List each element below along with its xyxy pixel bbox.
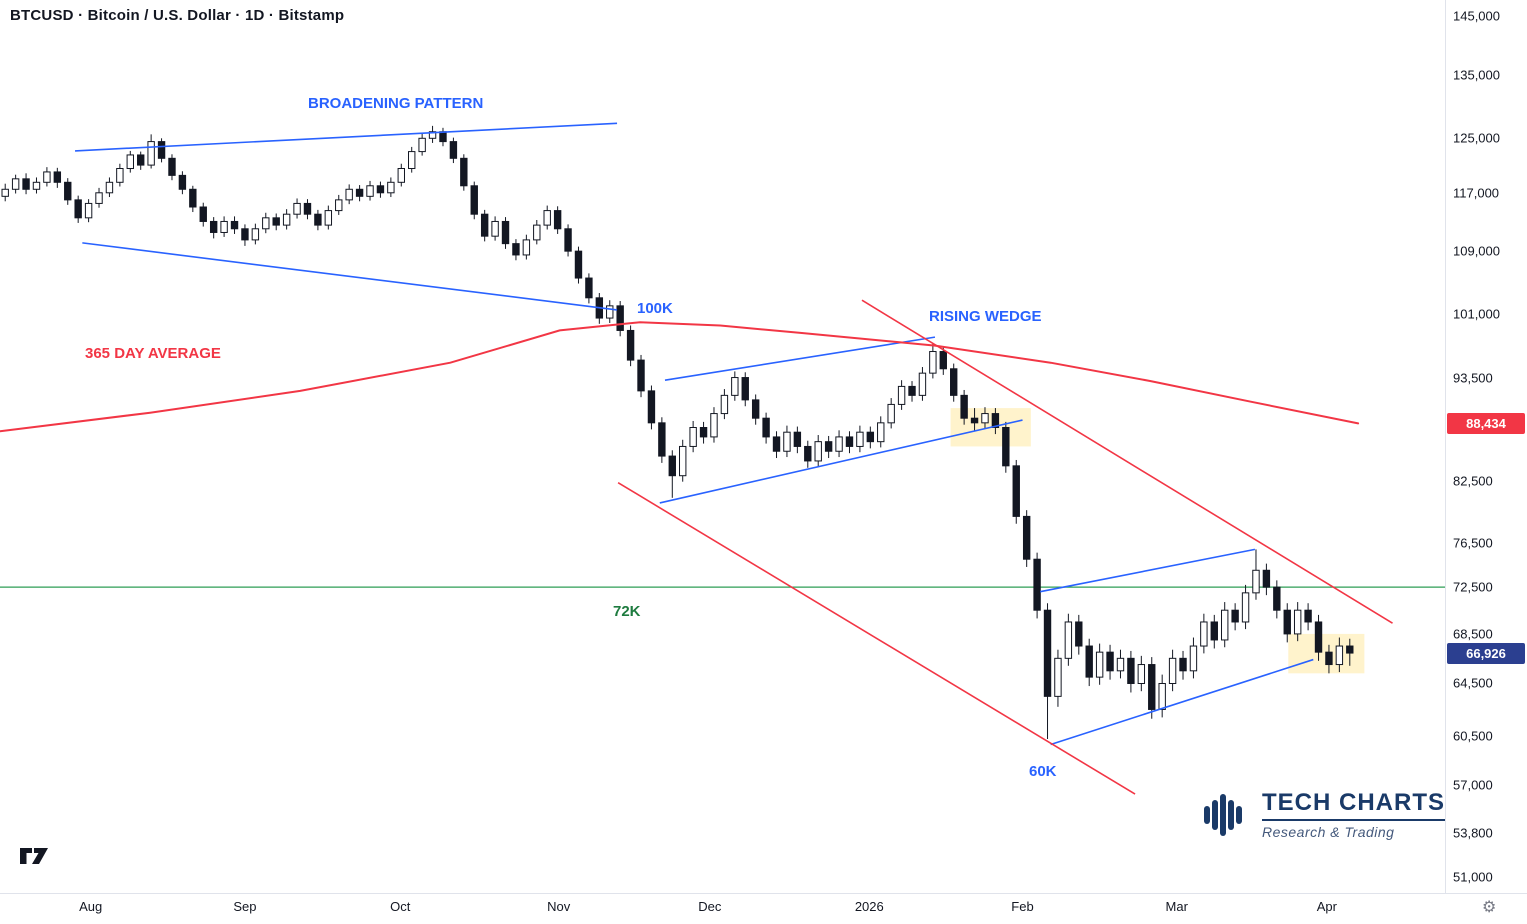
trendline-broadening-upper[interactable] — [75, 122, 618, 152]
ma-price-badge: 88,434 — [1447, 412, 1525, 434]
annotation-label: 365 DAY AVERAGE — [85, 345, 221, 362]
annotation-label: 72K — [613, 603, 641, 620]
tradingview-logo[interactable] — [20, 847, 50, 867]
brand-tagline: Research & Trading — [1262, 823, 1395, 840]
trendline-wedge1-upper[interactable] — [664, 336, 936, 381]
trendline-channel-upper[interactable] — [861, 299, 1393, 624]
price-axis-label: 51,000 — [1453, 869, 1493, 885]
price-axis-label: 82,500 — [1453, 473, 1493, 489]
brand-name: TECH CHARTS — [1262, 789, 1445, 817]
price-axis-label: 125,000 — [1453, 130, 1500, 146]
annotation-label: BROADENING PATTERN — [308, 95, 483, 112]
annotation-label: 60K — [1029, 763, 1057, 780]
candlestick-chart[interactable]: BROADENING PATTERN 100K RISING WEDGE 365 DA… — [0, 0, 1445, 893]
symbol-title: BTCUSD · Bitcoin / U.S. Dollar · 1D · Bi… — [10, 7, 345, 24]
candlestick-series — [1, 125, 1354, 739]
time-axis-label[interactable]: Mar — [1165, 899, 1188, 914]
trendline-wedge2-upper[interactable] — [1040, 548, 1256, 593]
price-axis-label: 93,500 — [1453, 370, 1493, 386]
trendline-wedge2-lower[interactable] — [1050, 658, 1314, 746]
tradingview-logo-bar — [20, 848, 32, 864]
price-axis-label: 60,500 — [1453, 728, 1493, 744]
trendline-broadening-lower[interactable] — [82, 242, 618, 311]
price-axis-label: 68,500 — [1453, 626, 1493, 642]
annotation-label: 100K — [637, 300, 673, 317]
last-price-badge: 66,926 — [1447, 642, 1525, 664]
time-axis-label[interactable]: Oct — [390, 899, 411, 914]
price-axis-label: 76,500 — [1453, 535, 1493, 551]
price-axis-label: 109,000 — [1453, 243, 1500, 259]
trendline-wedge1-lower[interactable] — [659, 419, 1023, 504]
price-axis-label: 101,000 — [1453, 306, 1500, 322]
price-axis-label: 117,000 — [1453, 185, 1500, 201]
time-axis-label[interactable]: Feb — [1011, 899, 1034, 914]
trendline-channel-lower[interactable] — [617, 481, 1136, 795]
price-axis-label: 64,500 — [1453, 675, 1493, 691]
axis-settings-gear-icon[interactable]: ⚙ — [1482, 897, 1497, 916]
price-axis-label: 57,000 — [1453, 777, 1493, 793]
time-axis-label[interactable]: Aug — [79, 899, 103, 914]
price-axis[interactable]: 145,000 135,000 125,000 117,000 109,000 101,0… — [1445, 0, 1527, 893]
price-axis-label: 135,000 — [1453, 67, 1500, 83]
annotation-label: RISING WEDGE — [929, 308, 1042, 325]
tech-charts-icon — [1204, 794, 1242, 836]
tech-charts-logo: TECH CHARTS Research & Trading — [1200, 790, 1445, 840]
time-axis[interactable]: ⚙ Aug Sep Oct Nov Dec 2026 Feb Mar Apr — [0, 893, 1527, 924]
time-axis-label[interactable]: 2026 — [854, 899, 884, 914]
price-axis-label: 145,000 — [1453, 8, 1500, 24]
ma-365-line[interactable] — [0, 321, 1360, 433]
price-axis-label: 72,500 — [1453, 579, 1493, 595]
brand-divider — [1262, 818, 1445, 821]
time-axis-label[interactable]: Apr — [1316, 899, 1337, 914]
time-axis-label[interactable]: Dec — [698, 899, 722, 914]
tradingview-logo-seven — [32, 848, 48, 864]
time-axis-label[interactable]: Nov — [547, 899, 571, 914]
price-axis-label: 53,800 — [1453, 825, 1493, 841]
time-axis-label[interactable]: Sep — [233, 899, 257, 914]
